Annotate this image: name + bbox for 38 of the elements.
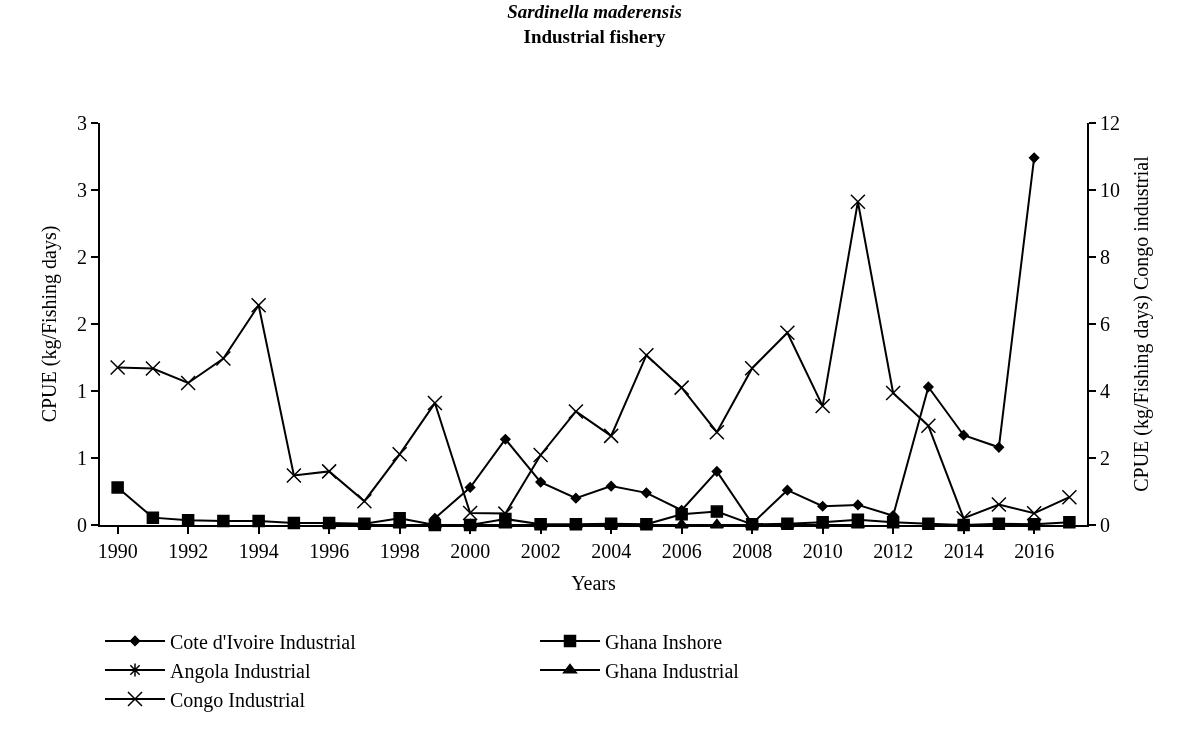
y-tick-label: 1 [77,380,87,402]
y-tick-label: 1 [77,447,87,469]
legend-label: Ghana Inshore [605,630,723,653]
x-tick-label: 1994 [238,540,279,562]
y-tick-label: 3 [77,112,87,134]
x-tick-label: 2004 [591,540,632,562]
legend-label: Congo Industrial [170,688,306,712]
legend-label: Angola Industrial [170,659,311,683]
x-tick-label: 2012 [873,540,914,562]
y2-tick-label: 4 [1100,380,1110,402]
y-axis-title: CPUE (kg/Fishing days) [38,225,61,423]
x-axis-title: Years [571,572,617,594]
x-tick-label: 1992 [168,540,209,562]
y2-tick-label: 12 [1100,112,1120,134]
x-tick-label: 2008 [732,540,773,562]
legend-label: Cote d'Ivoire Industrial [170,630,357,653]
y-tick-label: 2 [77,246,87,268]
y2-tick-label: 2 [1100,447,1110,469]
x-tick-label: 1990 [97,540,138,562]
y2-axis-title: CPUE (kg/Fishing days) Congo industrial [1130,155,1153,492]
x-tick-label: 1998 [379,540,420,562]
y2-tick-label: 10 [1100,179,1120,201]
y2-tick-label: 6 [1100,313,1110,335]
y-tick-label: 3 [77,179,87,201]
chart-subtitle: Industrial fishery [523,25,666,47]
y-tick-label: 0 [77,514,87,536]
chart-title: Sardinella maderensis [507,1,682,23]
x-tick-label: 2006 [661,540,702,562]
x-tick-label: 2000 [450,540,491,562]
y2-tick-label: 8 [1100,246,1110,268]
y2-tick-label: 0 [1100,514,1110,536]
x-tick-label: 2002 [520,540,561,562]
x-tick-label: 2016 [1014,540,1055,562]
x-tick-label: 1996 [309,540,350,562]
legend-label: Ghana Industrial [605,659,740,682]
x-tick-label: 2014 [943,540,984,562]
x-tick-label: 2010 [802,540,843,562]
y-tick-label: 2 [77,313,87,335]
